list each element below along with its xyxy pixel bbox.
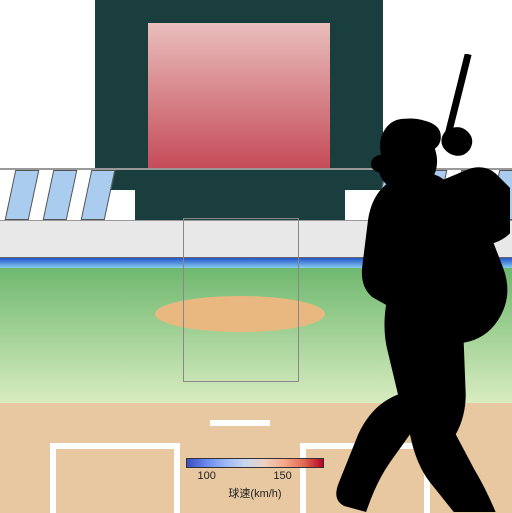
batter-box-line (424, 443, 430, 513)
batter-box-line (300, 443, 430, 449)
speed-legend: 100 150 球速(km/h) (186, 458, 324, 501)
stand-window (81, 170, 116, 220)
strike-zone (183, 218, 299, 382)
stand-window (413, 170, 448, 220)
legend-ticks: 100 150 (186, 470, 324, 484)
legend-colorbar (186, 458, 324, 468)
legend-title: 球速(km/h) (186, 485, 324, 501)
stand-window (451, 170, 486, 220)
legend-tick: 150 (273, 470, 291, 482)
stand-window (5, 170, 40, 220)
legend-tick: 100 (198, 470, 216, 482)
batter-box-line (174, 443, 180, 513)
plate-line (210, 420, 270, 426)
stand-window (489, 170, 512, 220)
scoreboard-screen (148, 23, 330, 169)
batter-box-line (50, 443, 56, 513)
batter-box-line (50, 443, 180, 449)
stand-window (43, 170, 78, 220)
